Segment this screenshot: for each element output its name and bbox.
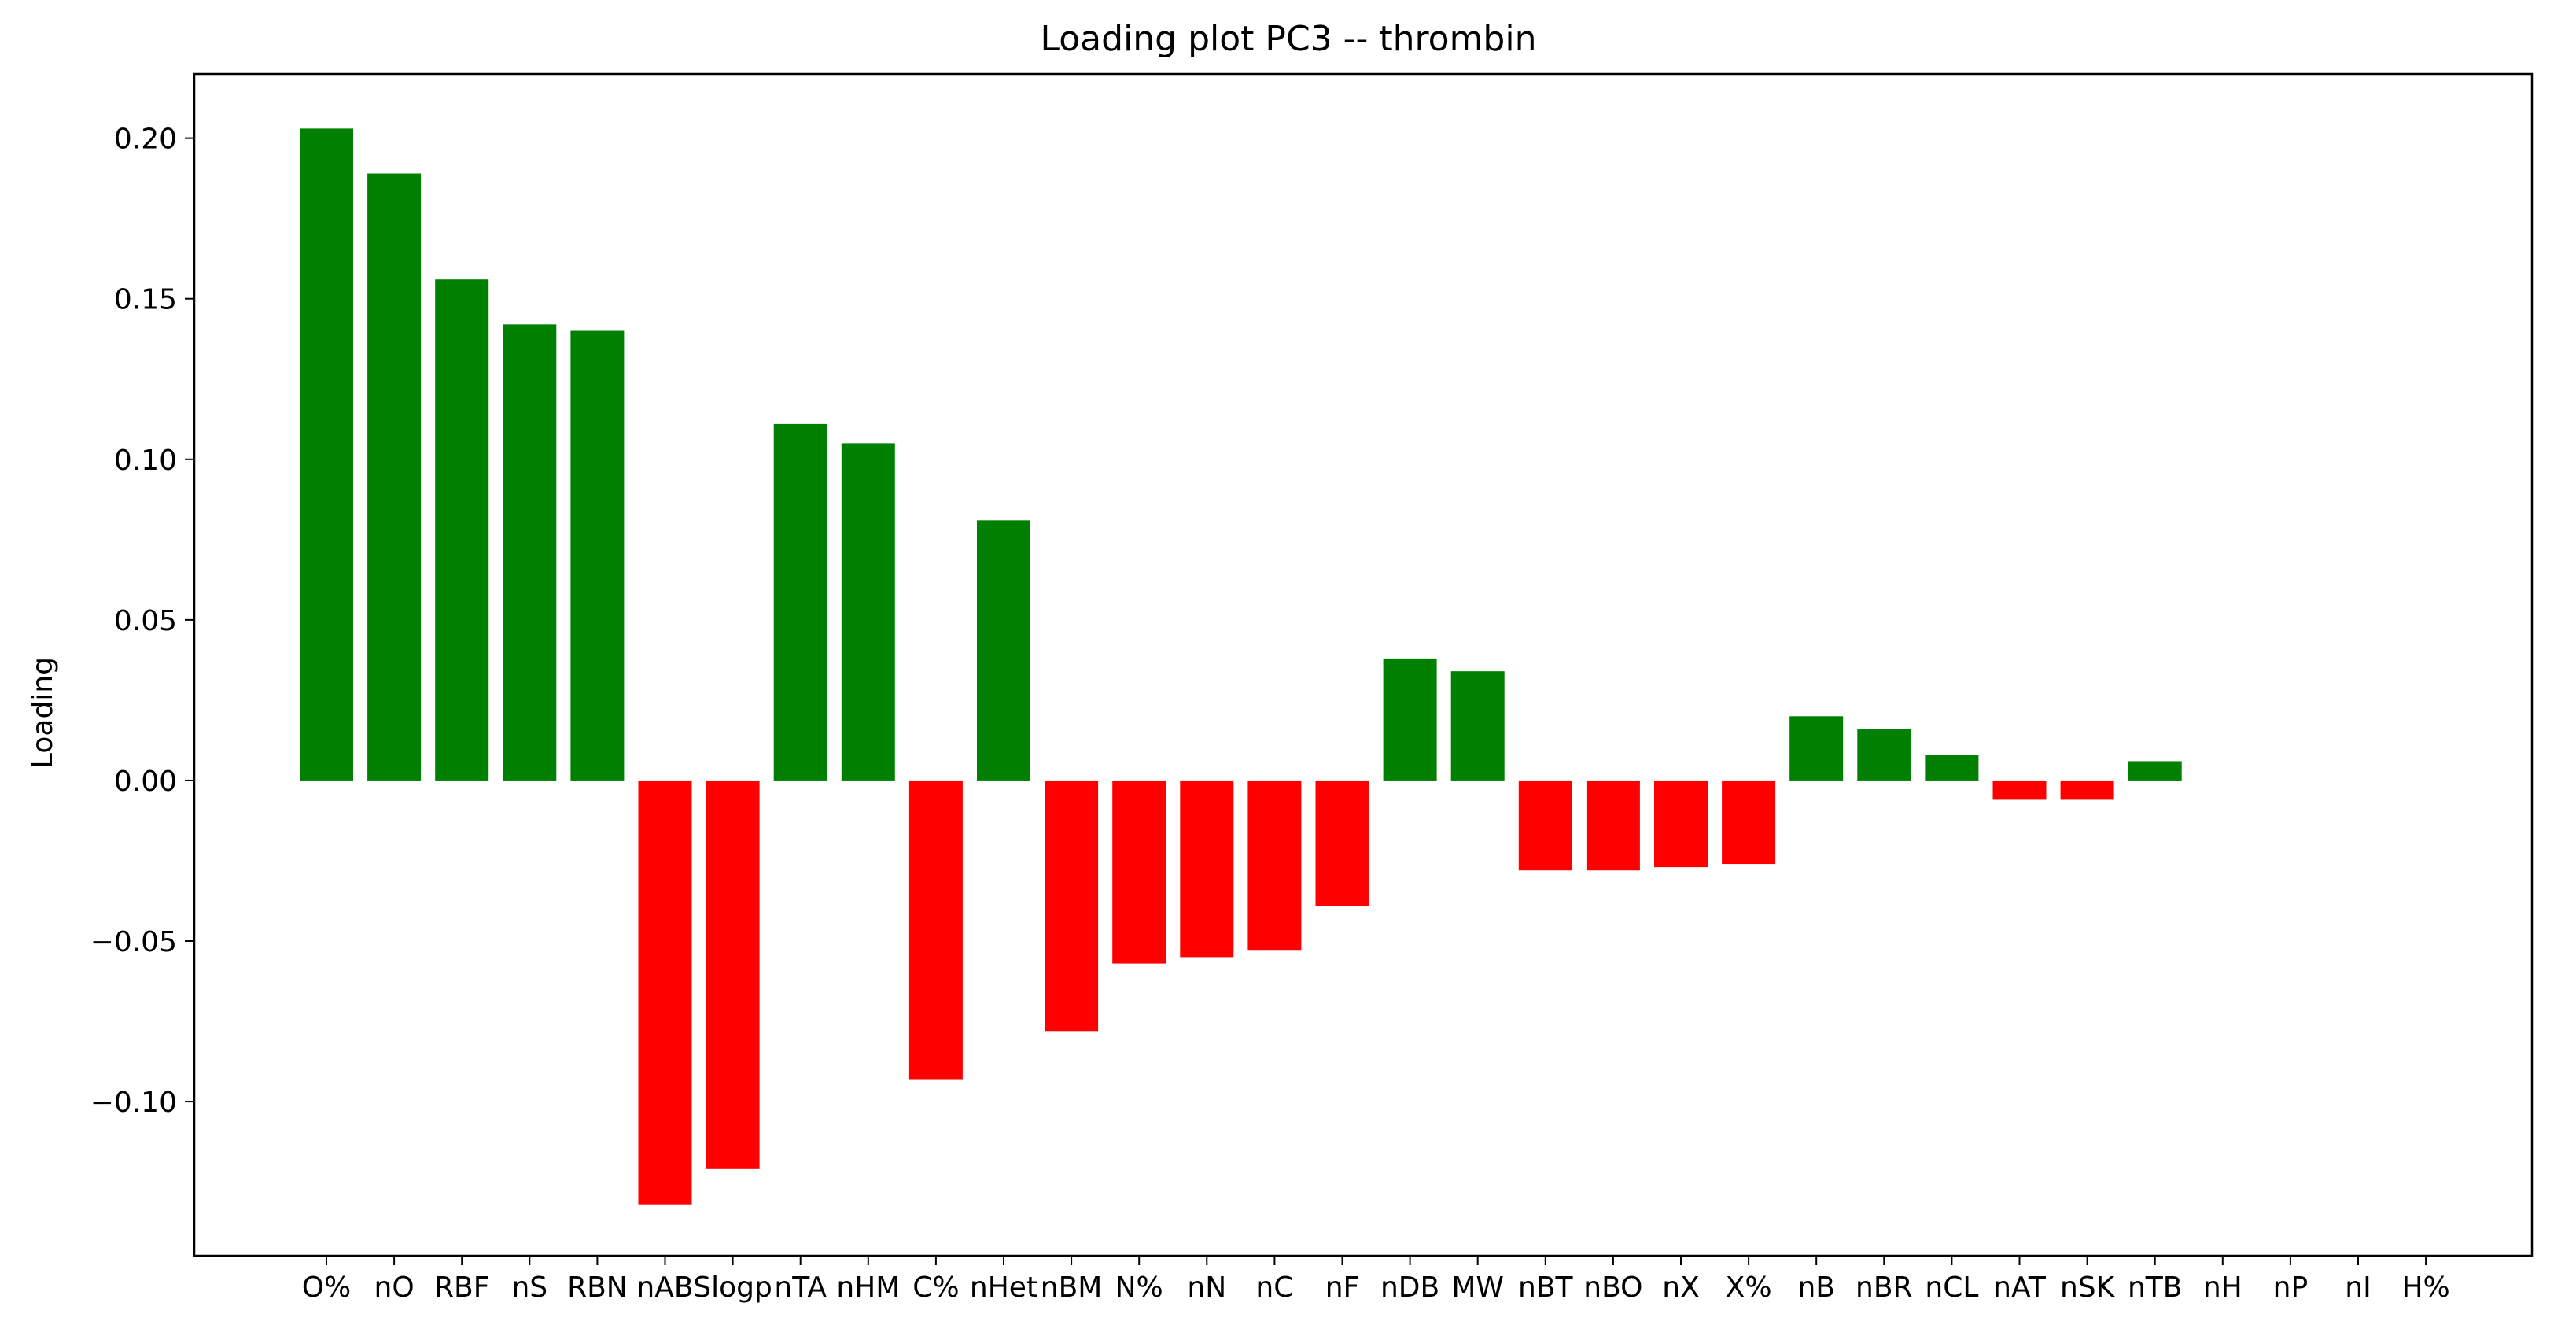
x-axis-ticks: O% nO RBF nS RBN nAB Slogp nTA nHM C% nHet nBM N% nN n… bbox=[302, 1256, 2450, 1304]
bar-nO bbox=[367, 173, 422, 781]
x-tick-label: nHet bbox=[970, 1271, 1037, 1304]
bars-layer bbox=[300, 128, 2182, 1205]
bar-nF bbox=[1315, 780, 1369, 906]
y-tick-label: 0.15 bbox=[114, 284, 177, 316]
bar-Slogp bbox=[706, 780, 760, 1169]
y-tick-label: 0.00 bbox=[114, 766, 177, 798]
bar-nTB bbox=[2128, 761, 2182, 781]
y-tick-label: −0.05 bbox=[90, 926, 177, 958]
x-tick-label: nAB bbox=[636, 1271, 693, 1304]
x-tick-label: nBM bbox=[1041, 1271, 1103, 1304]
x-tick-label: RBN bbox=[567, 1271, 628, 1304]
bar-nC bbox=[1247, 780, 1302, 951]
bar-nS bbox=[503, 324, 557, 781]
y-tick-label: 0.20 bbox=[114, 124, 177, 156]
y-axis-ticks: −0.10 −0.05 0.00 0.05 0.10 0.15 0.20 bbox=[90, 124, 194, 1119]
x-tick-label: nH bbox=[2203, 1271, 2242, 1304]
x-tick-label: nP bbox=[2273, 1271, 2309, 1304]
bar-C% bbox=[908, 780, 963, 1080]
bar-nB bbox=[1789, 716, 1844, 781]
x-tick-label: MW bbox=[1451, 1271, 1504, 1304]
x-tick-label: nTA bbox=[774, 1271, 827, 1304]
x-tick-label: nI bbox=[2345, 1271, 2371, 1304]
x-tick-label: nHM bbox=[836, 1271, 900, 1304]
bar-N% bbox=[1112, 780, 1166, 964]
x-tick-label: nDB bbox=[1380, 1271, 1439, 1304]
y-tick-label: 0.05 bbox=[114, 605, 177, 637]
bar-O% bbox=[300, 128, 353, 781]
y-tick-label: −0.10 bbox=[90, 1087, 177, 1119]
x-tick-label: nB bbox=[1797, 1271, 1835, 1304]
bar-X% bbox=[1722, 780, 1776, 865]
x-tick-label: nO bbox=[374, 1271, 415, 1304]
bar-nHet bbox=[977, 520, 1030, 781]
x-tick-label: N% bbox=[1115, 1271, 1163, 1304]
bar-nN bbox=[1180, 780, 1234, 958]
bar-nAB bbox=[638, 780, 692, 1205]
x-tick-label: nS bbox=[511, 1271, 547, 1304]
bar-RBF bbox=[435, 279, 489, 781]
x-tick-label: nBR bbox=[1856, 1271, 1913, 1304]
y-tick-label: 0.10 bbox=[114, 445, 177, 477]
x-tick-label: C% bbox=[912, 1271, 959, 1304]
bar-MW bbox=[1450, 671, 1505, 781]
bar-RBN bbox=[570, 330, 625, 781]
x-tick-label: Slogp bbox=[693, 1271, 772, 1304]
bar-nAT bbox=[1992, 780, 2047, 800]
y-axis-label: Loading bbox=[27, 657, 59, 769]
x-tick-label: nSK bbox=[2060, 1271, 2116, 1304]
bar-nCL bbox=[1925, 755, 1979, 781]
bar-nTA bbox=[773, 423, 827, 781]
x-tick-label: nC bbox=[1255, 1271, 1293, 1304]
x-tick-label: nBT bbox=[1518, 1271, 1574, 1304]
x-tick-label: nBO bbox=[1583, 1271, 1642, 1304]
bar-nHM bbox=[841, 443, 895, 781]
bar-nDB bbox=[1383, 658, 1437, 781]
x-tick-label: RBF bbox=[434, 1271, 489, 1304]
bar-nBR bbox=[1857, 729, 1911, 781]
bar-nBO bbox=[1586, 780, 1640, 871]
bar-nX bbox=[1654, 780, 1708, 868]
x-tick-label: nX bbox=[1662, 1271, 1699, 1304]
bar-nBT bbox=[1518, 780, 1572, 871]
x-tick-label: nTB bbox=[2128, 1271, 2183, 1304]
x-tick-label: X% bbox=[1726, 1271, 1772, 1304]
chart-title: Loading plot PC3 -- thrombin bbox=[1041, 19, 1537, 59]
x-tick-label: H% bbox=[2401, 1271, 2449, 1304]
bar-nBM bbox=[1045, 780, 1099, 1032]
x-tick-label: O% bbox=[302, 1271, 352, 1304]
x-tick-label: nN bbox=[1187, 1271, 1226, 1304]
bar-nSK bbox=[2060, 780, 2114, 800]
x-tick-label: nAT bbox=[1993, 1271, 2047, 1304]
x-tick-label: nCL bbox=[1925, 1271, 1978, 1304]
x-tick-label: nF bbox=[1325, 1271, 1360, 1304]
plot-frame bbox=[193, 72, 2534, 1257]
